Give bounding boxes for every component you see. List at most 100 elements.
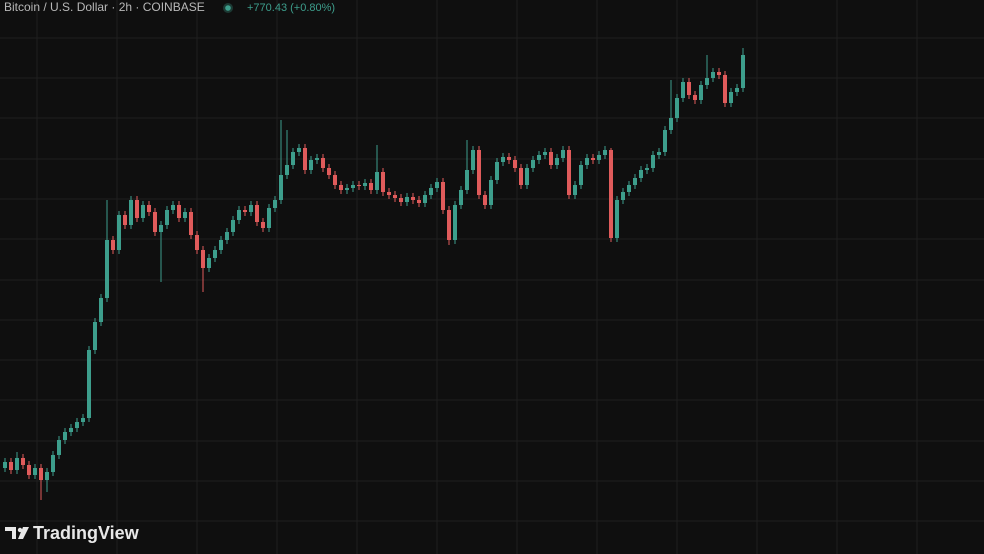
- candle-body: [513, 160, 517, 168]
- candle-body: [69, 428, 73, 432]
- candle-body: [597, 155, 601, 160]
- chart-title: Bitcoin / U.S. Dollar · 2h · COINBASE: [4, 0, 205, 14]
- candle-body: [477, 150, 481, 195]
- candle-body: [357, 185, 361, 186]
- candle-body: [489, 180, 493, 205]
- candle-body: [81, 418, 85, 422]
- candles: [3, 48, 745, 500]
- candle-body: [549, 152, 553, 165]
- candle-body: [9, 462, 13, 470]
- candle-body: [213, 250, 217, 258]
- candle-body: [687, 82, 691, 95]
- candle-body: [435, 182, 439, 188]
- candle-body: [219, 240, 223, 250]
- candle-body: [333, 175, 337, 185]
- candle-body: [495, 162, 499, 180]
- candle-body: [645, 168, 649, 170]
- candle-body: [381, 172, 385, 192]
- candle-body: [99, 298, 103, 322]
- candle-body: [585, 158, 589, 165]
- candle-body: [225, 232, 229, 240]
- candle-body: [579, 165, 583, 185]
- candle-body: [567, 150, 571, 195]
- candle-body: [117, 215, 121, 250]
- candle-body: [603, 150, 607, 155]
- candle-body: [309, 160, 313, 170]
- candle-body: [33, 468, 37, 475]
- candle-body: [297, 148, 301, 152]
- candle-body: [483, 195, 487, 205]
- candle-body: [387, 192, 391, 195]
- candle-body: [291, 152, 295, 165]
- candle-body: [729, 92, 733, 103]
- candle-body: [657, 152, 661, 155]
- candle-body: [315, 158, 319, 160]
- candle-body: [111, 240, 115, 250]
- logo: TradingView: [5, 523, 140, 543]
- candle-body: [63, 432, 67, 440]
- candle-body: [171, 205, 175, 210]
- candle-body: [303, 148, 307, 170]
- candle-body: [261, 222, 265, 228]
- candle-body: [651, 155, 655, 168]
- candle-body: [159, 225, 163, 232]
- candle-body: [189, 212, 193, 235]
- candle-body: [723, 75, 727, 103]
- candle-body: [471, 150, 475, 170]
- candle-body: [339, 185, 343, 190]
- candle-body: [525, 168, 529, 185]
- candle-body: [327, 168, 331, 175]
- candle-body: [231, 220, 235, 232]
- candle-body: [207, 258, 211, 268]
- candle-body: [453, 205, 457, 240]
- candle-body: [273, 200, 277, 208]
- candle-body: [735, 88, 739, 92]
- candle-body: [537, 155, 541, 160]
- candle-body: [135, 200, 139, 218]
- candle-body: [405, 197, 409, 202]
- candle-body: [147, 205, 151, 212]
- candle-body: [15, 458, 19, 470]
- candle-body: [39, 468, 43, 480]
- candle-body: [363, 183, 367, 186]
- candle-body: [411, 197, 415, 200]
- candle-body: [279, 175, 283, 200]
- candle-body: [573, 185, 577, 195]
- candle-body: [465, 170, 469, 190]
- candle-body: [93, 322, 97, 350]
- candle-body: [693, 95, 697, 100]
- candle-body: [399, 198, 403, 202]
- candle-body: [639, 170, 643, 178]
- candle-body: [543, 152, 547, 155]
- logo-mark: [18, 527, 29, 539]
- candle-body: [669, 118, 673, 130]
- candle-body: [609, 150, 613, 238]
- candle-body: [195, 235, 199, 250]
- candle-body: [21, 458, 25, 465]
- candle-body: [393, 195, 397, 198]
- candle-body: [507, 157, 511, 160]
- candle-body: [591, 158, 595, 160]
- candle-body: [123, 215, 127, 225]
- candle-body: [621, 192, 625, 200]
- logo-mark: [17, 527, 23, 533]
- candle-body: [27, 465, 31, 475]
- candle-body: [711, 72, 715, 78]
- candle-body: [429, 188, 433, 195]
- candle-body: [255, 205, 259, 222]
- candle-body: [351, 185, 355, 188]
- candle-body: [57, 440, 61, 455]
- candle-body: [51, 455, 55, 472]
- price-change: +770.43 (+0.80%): [247, 2, 335, 14]
- candle-body: [417, 200, 421, 203]
- candle-body: [423, 195, 427, 203]
- candle-body: [285, 165, 289, 175]
- watermark: TradingView: [33, 523, 140, 543]
- candle-body: [531, 160, 535, 168]
- candle-body: [375, 172, 379, 190]
- candle-body: [369, 183, 373, 190]
- candle-body: [561, 150, 565, 158]
- candle-body: [153, 212, 157, 232]
